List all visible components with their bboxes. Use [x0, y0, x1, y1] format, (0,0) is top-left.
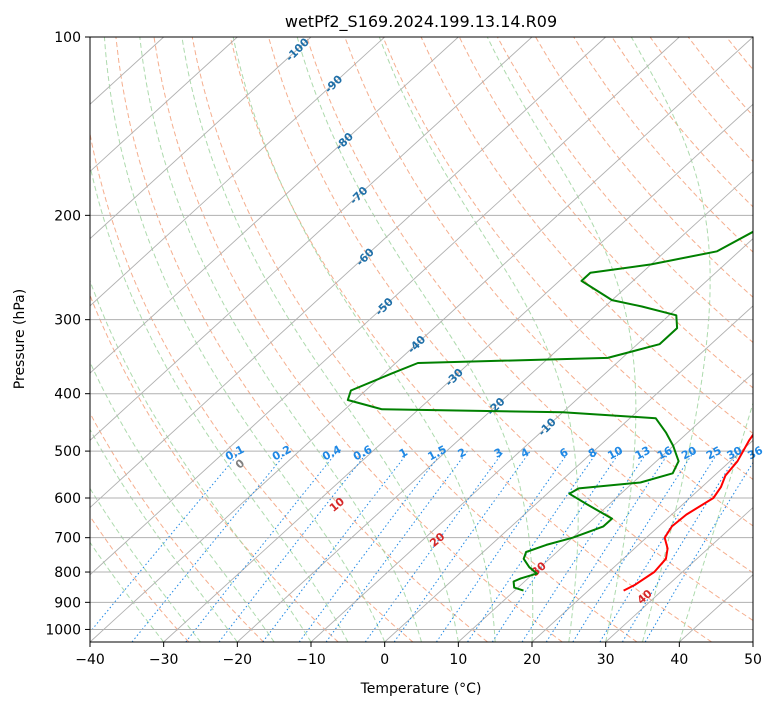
x-tick-label: −40 [75, 652, 105, 668]
x-tick-label: −30 [149, 652, 179, 668]
isotherm-line [753, 37, 775, 642]
y-tick-label: 700 [54, 531, 81, 547]
y-tick-label: 300 [54, 313, 81, 329]
y-tick-label: 1000 [45, 622, 81, 638]
chart-title: wetPf2_S169.2024.199.13.14.R09 [285, 12, 557, 32]
x-axis-title: Temperature (°C) [360, 681, 482, 697]
y-tick-label: 400 [54, 387, 81, 403]
y-tick-label: 600 [54, 491, 81, 507]
y-tick-label: 200 [54, 208, 81, 224]
x-tick-label: 40 [670, 652, 688, 668]
x-tick-label: 0 [380, 652, 389, 668]
x-tick-label: 10 [449, 652, 467, 668]
x-tick-label: 30 [597, 652, 615, 668]
x-tick-label: 50 [744, 652, 762, 668]
dry-adiabat-line [765, 37, 775, 642]
y-tick-label: 100 [54, 30, 81, 46]
x-tick-label: 20 [523, 652, 541, 668]
y-axis-title: Pressure (hPa) [12, 289, 28, 389]
y-tick-label: 500 [54, 444, 81, 460]
y-tick-label: 900 [54, 595, 81, 611]
x-tick-label: −20 [223, 652, 253, 668]
x-tick-label: −10 [296, 652, 326, 668]
y-tick-label: 800 [54, 565, 81, 581]
